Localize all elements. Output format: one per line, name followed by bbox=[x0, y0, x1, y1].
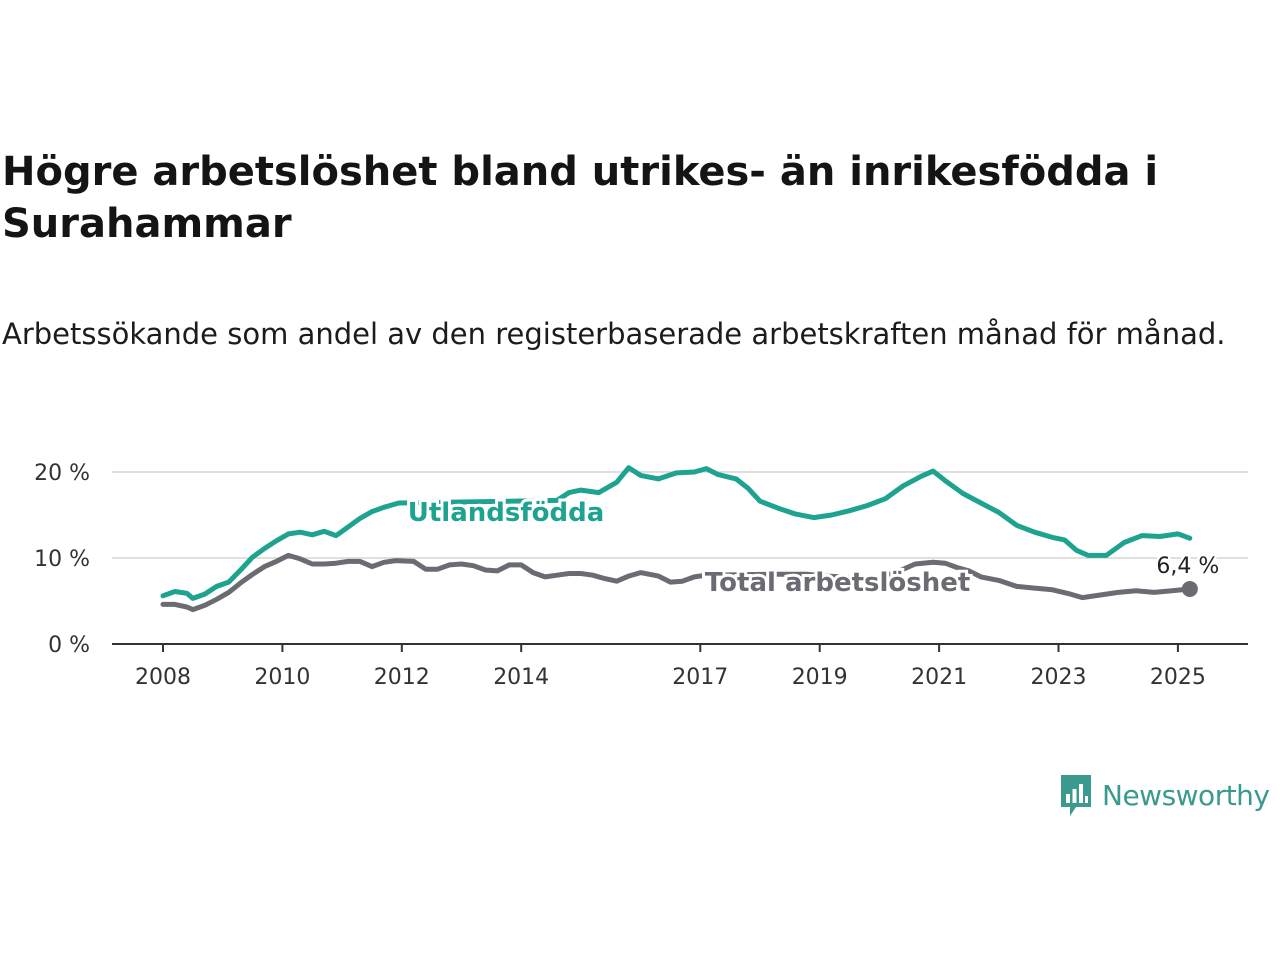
grid-lines bbox=[112, 471, 1248, 559]
newsworthy-logo: Newsworthy bbox=[1058, 772, 1270, 818]
brand-name: Newsworthy bbox=[1102, 778, 1270, 812]
line-chart: 0 % 10 % 20 % 2008 2010 2012 2014 2017 2019 2021… bbox=[34, 461, 1248, 690]
chart-title: Högre arbetslöshet bland utrikes- än inr… bbox=[2, 149, 1159, 247]
x-tick-label: 2008 bbox=[135, 665, 191, 690]
y-tick-label: 10 % bbox=[34, 547, 90, 572]
end-point-marker bbox=[1181, 580, 1198, 597]
series-line-total bbox=[160, 552, 1193, 613]
y-axis: 0 % 10 % 20 % bbox=[34, 461, 90, 658]
x-tick-label: 2010 bbox=[254, 665, 310, 690]
series-label-total: Total arbetslöshet bbox=[705, 568, 970, 598]
end-value-label: 6,4 % bbox=[1156, 554, 1219, 579]
bar-chart-speech-bubble-icon bbox=[1061, 775, 1091, 816]
x-axis: 2008 2010 2012 2014 2017 2019 2021 2023 2025 bbox=[112, 643, 1248, 690]
series-label-utlandsfodda: Utlandsfödda bbox=[408, 498, 605, 528]
x-tick-label: 2025 bbox=[1150, 665, 1206, 690]
series-line-utlandsfodda bbox=[160, 465, 1193, 601]
y-tick-label: 20 % bbox=[34, 461, 90, 486]
y-tick-label: 0 % bbox=[48, 633, 90, 658]
series-labels: Utlandsfödda Total arbetslöshet 6,4 % bbox=[405, 495, 1222, 601]
x-tick-label: 2019 bbox=[792, 665, 848, 690]
x-tick-label: 2023 bbox=[1031, 665, 1087, 690]
x-tick-label: 2014 bbox=[493, 665, 549, 690]
x-tick-label: 2012 bbox=[374, 665, 430, 690]
chart-subtitle: Arbetssökande som andel av den registerb… bbox=[2, 317, 1226, 351]
x-tick-label: 2017 bbox=[672, 665, 728, 690]
series-lines bbox=[160, 465, 1193, 613]
x-tick-label: 2021 bbox=[911, 665, 967, 690]
